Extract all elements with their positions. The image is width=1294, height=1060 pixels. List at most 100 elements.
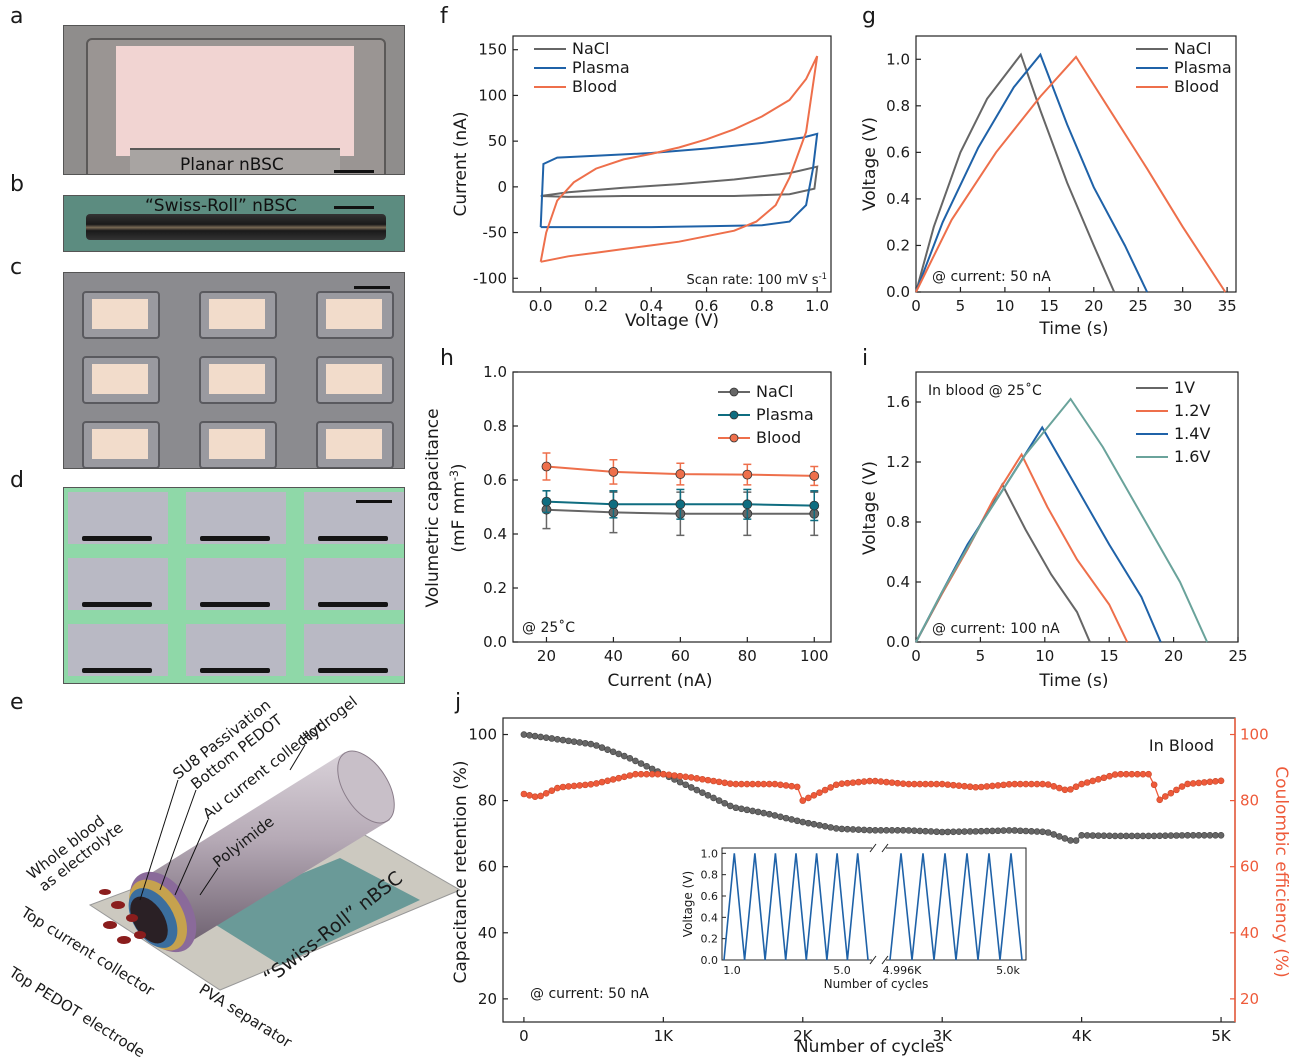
x-tick-label: 15	[1100, 647, 1119, 665]
data-point	[866, 777, 873, 785]
data-point	[660, 770, 667, 778]
data-point	[1022, 780, 1030, 788]
data-point	[1005, 827, 1013, 834]
data-point	[894, 827, 901, 834]
data-point	[832, 825, 840, 832]
x-tick-label: 25	[1228, 647, 1247, 665]
data-point	[810, 792, 818, 799]
panel-label-g: g	[862, 4, 876, 29]
data-point	[676, 778, 684, 786]
data-point	[687, 774, 695, 781]
y-tick-label: 1.2	[886, 453, 910, 471]
y-axis-label: Capacitance retention (%)	[451, 761, 471, 984]
legend-label: Plasma	[756, 405, 814, 424]
schematic-label: PVA separator	[196, 980, 296, 1052]
data-point	[609, 748, 617, 756]
x-tick-label: 1K	[654, 1027, 675, 1045]
data-point	[793, 783, 801, 791]
swiss-roll-device	[186, 558, 286, 610]
data-point	[742, 499, 753, 510]
micrograph-planar-array	[63, 272, 405, 469]
leader-line	[139, 779, 179, 901]
panel-label-i: i	[862, 346, 869, 371]
data-point	[1217, 832, 1225, 839]
data-point	[1134, 832, 1141, 840]
series-blood	[915, 55, 1227, 293]
data-point	[955, 828, 963, 835]
planar-device	[316, 356, 394, 404]
data-point	[1072, 783, 1080, 791]
inset-chart: 0.0 0.2 0.4 0.6 0.8 1.0 1.0 5.0 4.996K 5.0k Number…	[662, 838, 1036, 1000]
x-tick-label: 20	[1164, 647, 1183, 665]
inset-break-mark	[869, 843, 877, 853]
planar-device	[199, 421, 277, 468]
swiss-roll-device	[68, 558, 168, 610]
series-nacl	[915, 52, 1116, 293]
inset-x-tick-label: 5.0	[833, 964, 851, 977]
data-point	[805, 819, 812, 827]
data-point	[754, 808, 762, 816]
inset-y-tick-label: 0.2	[701, 933, 719, 946]
substrate-pedot	[200, 858, 420, 965]
data-point	[766, 810, 773, 818]
data-point	[1044, 781, 1052, 788]
y-tick-label: 0.6	[483, 471, 507, 489]
data-point	[888, 779, 896, 786]
data-point	[743, 780, 751, 788]
data-point	[565, 737, 572, 745]
y-tick-label: 60	[478, 858, 497, 876]
data-point	[1100, 832, 1108, 840]
data-point	[950, 828, 957, 836]
data-point	[1122, 832, 1130, 840]
data-point	[1016, 780, 1024, 788]
data-point	[565, 783, 572, 790]
inset-x-tick-label: 5.0k	[996, 964, 1020, 977]
legend-label: Blood	[1174, 77, 1219, 96]
series-v1_2V	[915, 452, 1129, 643]
x-tick-label: 5K	[1211, 1027, 1232, 1045]
data-point	[526, 732, 533, 739]
y-tick-label: 1.0	[483, 363, 507, 381]
data-point	[911, 827, 918, 834]
data-point	[1061, 786, 1069, 794]
data-point	[1011, 780, 1019, 788]
data-point	[1106, 832, 1113, 840]
leader-line	[289, 744, 306, 771]
chart-j: 0 1K 2K 3K 4K 5K 20 40 60 80 100 20 40 60 80 100 Number …	[451, 717, 1291, 1057]
data-point	[855, 778, 862, 786]
data-point	[816, 821, 823, 829]
x-tick-label: 0	[911, 647, 921, 665]
data-point	[771, 780, 779, 788]
y-tick-label: 0.0	[886, 283, 910, 301]
data-point	[1111, 832, 1119, 840]
data-point	[581, 739, 589, 747]
x-tick-label: 60	[671, 647, 690, 665]
data-point	[742, 469, 753, 480]
planar-device	[199, 291, 277, 339]
data-point	[766, 780, 773, 788]
x-tick-label: 0.0	[529, 297, 553, 315]
data-point	[738, 780, 745, 788]
planar-device	[82, 291, 160, 339]
data-point	[883, 827, 890, 834]
panel-label-h: h	[440, 346, 454, 371]
x-axis-label: Voltage (V)	[625, 311, 719, 331]
data-point	[782, 814, 790, 822]
data-point	[777, 781, 784, 789]
data-point	[632, 757, 639, 765]
data-point	[799, 818, 807, 826]
chart-f: 0.0 0.2 0.4 0.6 0.8 1.0 -100 -50 0 50 100 150 NaClPl…	[451, 35, 832, 331]
data-point	[1195, 832, 1203, 839]
data-point	[899, 780, 907, 787]
micrograph-planar-nbsc	[63, 25, 405, 175]
y-right-tick-label: 80	[1240, 792, 1259, 810]
data-point	[933, 828, 940, 836]
data-point	[710, 794, 717, 802]
data-point	[1201, 832, 1208, 839]
data-point	[637, 760, 645, 767]
y-tick-label: -50	[483, 224, 508, 242]
data-point	[693, 786, 701, 794]
data-point	[693, 775, 701, 782]
data-point	[1050, 831, 1058, 838]
data-point	[542, 790, 550, 797]
